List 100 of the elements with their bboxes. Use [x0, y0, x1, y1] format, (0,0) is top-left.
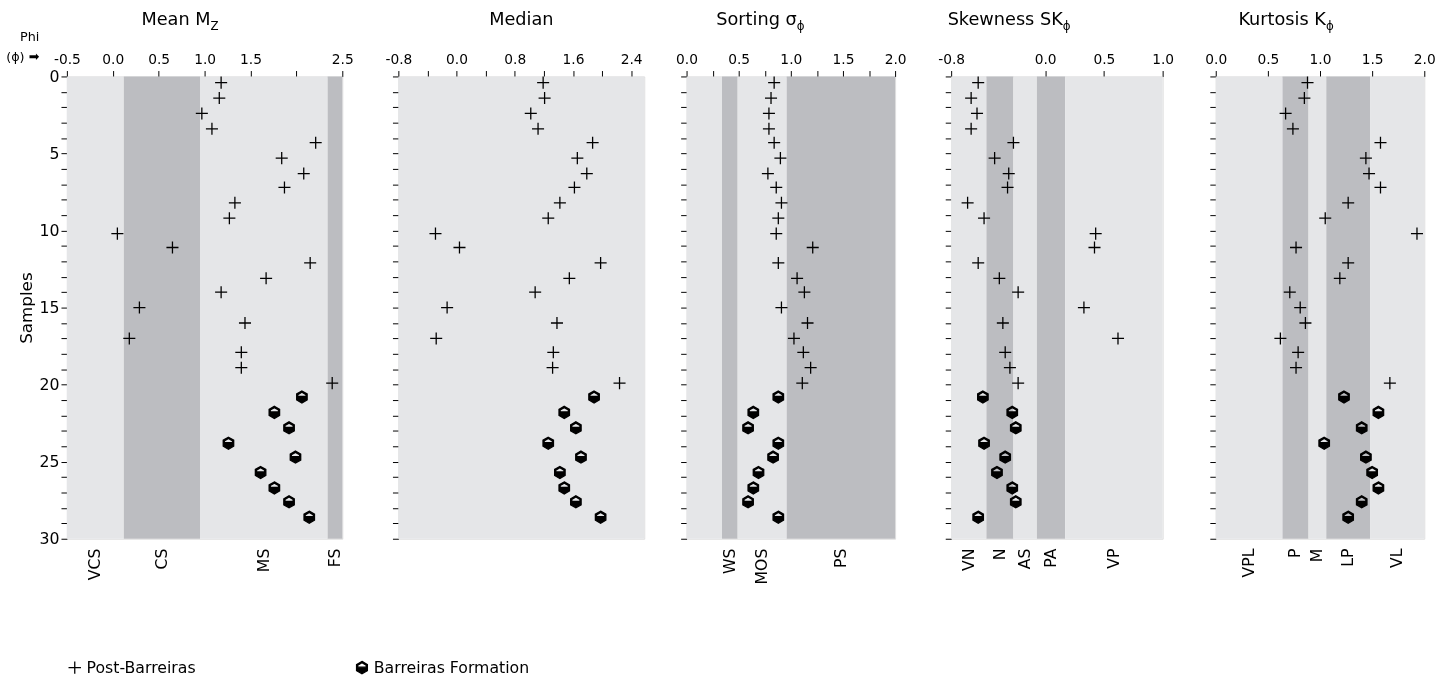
x-tick-label: -0.5: [53, 51, 81, 68]
x-tick-label: 2.5: [331, 51, 354, 68]
point: [960, 196, 975, 210]
x-tick-label: 0.5: [1093, 51, 1116, 68]
point: [550, 316, 564, 330]
point: [268, 405, 281, 420]
point: [1342, 510, 1355, 524]
point: [795, 376, 809, 390]
x-tick-label: 1.0: [1309, 51, 1332, 68]
point: [536, 75, 550, 90]
point: [800, 316, 815, 330]
point: [1298, 316, 1313, 330]
x-tick-label: 1.0: [194, 51, 217, 68]
point: [575, 450, 587, 464]
point: [309, 136, 323, 150]
point: [277, 180, 292, 195]
band-label: MS: [253, 548, 273, 573]
x-tick-label: 0.5: [728, 51, 751, 68]
point: [1291, 345, 1305, 359]
point: [1011, 285, 1025, 299]
point: [537, 91, 552, 105]
point: [797, 285, 812, 299]
y-tick-label: 5: [49, 143, 60, 163]
point: [594, 510, 607, 524]
point: [1273, 331, 1288, 346]
point: [570, 421, 582, 435]
band-label: VPL: [1239, 548, 1259, 578]
point: [283, 421, 295, 435]
point: [268, 481, 281, 495]
x-tick-label: -0.8: [938, 51, 966, 68]
x-tick-label: 0.0: [446, 51, 469, 68]
point: [767, 450, 779, 464]
point: [977, 390, 989, 404]
point: [1373, 180, 1388, 195]
point: [1002, 166, 1016, 181]
point: [228, 196, 242, 210]
point: [1009, 495, 1022, 509]
point: [803, 361, 818, 375]
point: [531, 122, 545, 136]
point: [554, 465, 566, 480]
point: [762, 106, 776, 121]
point: [767, 136, 781, 150]
point: [771, 211, 785, 225]
band-label: WS: [719, 548, 739, 575]
point: [558, 405, 571, 420]
point: [1289, 240, 1303, 255]
x-tick-label: 2.4: [620, 51, 643, 68]
point: [214, 75, 228, 90]
point: [234, 345, 248, 359]
point: [747, 405, 760, 420]
point: [452, 240, 467, 255]
point: [1355, 495, 1368, 509]
point: [972, 510, 985, 524]
point: [259, 271, 273, 285]
point: [771, 256, 785, 270]
point: [767, 75, 781, 90]
x-tick-label: 1.5: [240, 51, 262, 68]
point: [987, 151, 1002, 165]
point: [772, 510, 785, 524]
point: [996, 316, 1010, 330]
band-label: FS: [324, 548, 344, 568]
point: [570, 495, 582, 509]
band-label: MOS: [752, 548, 772, 585]
band-label: VL: [1387, 548, 1407, 569]
point: [132, 300, 147, 315]
point: [289, 450, 302, 464]
point: [562, 271, 576, 285]
point: [762, 122, 776, 136]
point: [325, 376, 339, 390]
point: [772, 436, 785, 450]
legend-label: Barreiras Formation: [373, 657, 530, 677]
point: [1300, 75, 1315, 90]
band-label: VCS: [85, 548, 105, 581]
point: [303, 256, 317, 270]
y-tick-label: 10: [39, 220, 60, 240]
point: [999, 450, 1012, 464]
point: [790, 271, 804, 285]
point: [964, 91, 978, 105]
point: [1333, 271, 1347, 285]
point: [769, 226, 783, 241]
x-tick-label: 0.5: [148, 51, 171, 68]
x-tick-label: 2.0: [884, 51, 907, 68]
point: [222, 436, 235, 450]
point: [1373, 136, 1388, 150]
point: [773, 151, 788, 165]
x-tick-label: 1.0: [1152, 51, 1175, 68]
point: [528, 285, 542, 299]
x-tick-label: -0.8: [385, 51, 413, 68]
point: [752, 465, 765, 480]
point: [1383, 376, 1397, 390]
point: [1089, 226, 1103, 241]
x-tick-label: 1.0: [780, 51, 803, 68]
point: [612, 376, 627, 390]
point: [991, 465, 1003, 480]
point: [998, 345, 1012, 359]
point: [122, 331, 136, 346]
band-label: N: [989, 548, 1009, 561]
point: [796, 345, 810, 359]
band-label: VN: [958, 548, 978, 572]
point: [429, 331, 443, 346]
